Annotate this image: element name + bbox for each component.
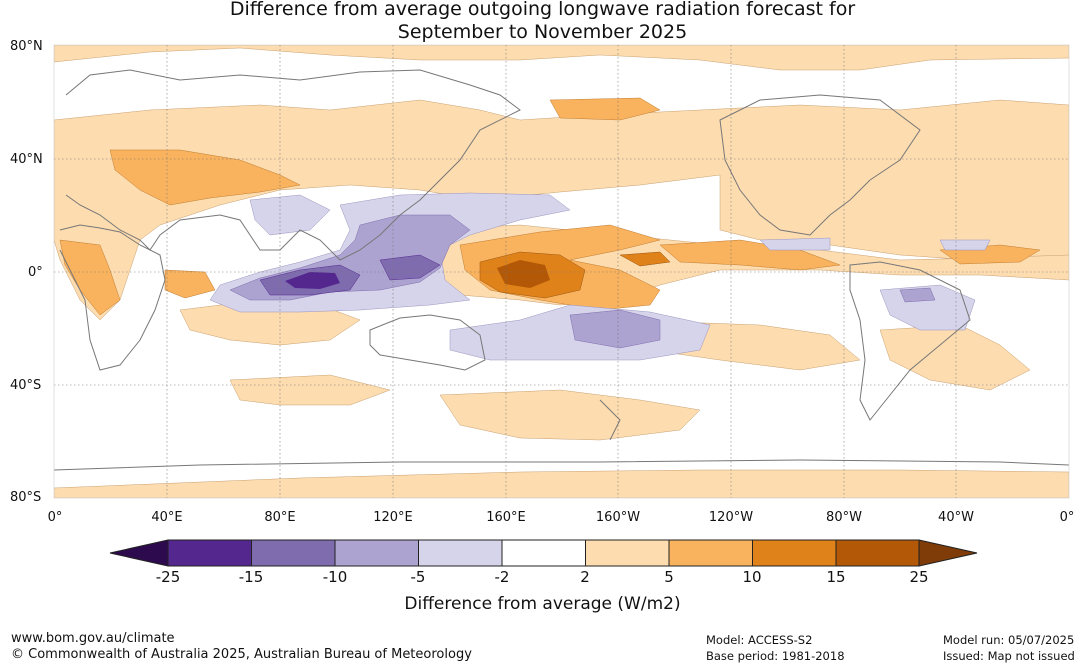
lon-label-40w: 40°W xyxy=(938,510,974,525)
coastlines xyxy=(54,69,1069,471)
colorbar-tick-label: -2 xyxy=(494,568,510,586)
lon-label-40e: 40°E xyxy=(151,510,183,525)
colorbar-swatch-9 xyxy=(835,539,920,567)
colorbar-tick-label: -10 xyxy=(322,568,348,586)
colorbar-tick-label: 10 xyxy=(742,568,762,586)
lon-label-160e: 160°E xyxy=(486,510,526,525)
lon-label-80w: 80°W xyxy=(826,510,862,525)
graticule xyxy=(54,45,1069,498)
lat-label-80n: 80°N xyxy=(10,39,43,54)
colorbar-swatch-5 xyxy=(501,539,586,567)
footer-base-period: Base period: 1981-2018 xyxy=(706,649,845,663)
colorbar-swatch-1 xyxy=(167,539,252,567)
colorbar-arrow-high xyxy=(918,539,978,567)
lat-label-equator: 0° xyxy=(28,265,43,280)
map-area xyxy=(54,45,1069,498)
lat-label-40n: 40°N xyxy=(10,152,43,167)
map-title-line-1: Difference from average outgoing longwav… xyxy=(229,0,856,20)
map-frame xyxy=(53,44,1070,499)
lon-label-120w: 120°W xyxy=(708,510,754,525)
colorbar-tick-label: -15 xyxy=(238,568,264,586)
colorbar-swatch-4 xyxy=(418,539,503,567)
lat-label-40s: 40°S xyxy=(10,378,42,393)
footer-url[interactable]: www.bom.gov.au/climate xyxy=(11,631,175,646)
colorbar-tick-label: 5 xyxy=(664,568,674,586)
colorbar-tick-label: 25 xyxy=(909,568,929,586)
anomaly-minus-25-to-minus-15-regions xyxy=(285,272,340,289)
footer-issued: Issued: Map not issued xyxy=(943,649,1075,663)
colorbar-tick-label: -5 xyxy=(410,568,426,586)
colorbar-swatch-3 xyxy=(334,539,419,567)
colorbar-swatch-6 xyxy=(585,539,670,567)
lon-label-120e: 120°E xyxy=(373,510,413,525)
lon-label-0-left: 0° xyxy=(47,510,63,525)
colorbar-swatch-7 xyxy=(668,539,753,567)
footer-model-run: Model run: 05/07/2025 xyxy=(943,633,1075,647)
colorbar xyxy=(109,539,978,567)
anomaly-15-to-25-regions xyxy=(497,260,550,288)
colorbar-swatch-8 xyxy=(752,539,837,567)
colorbar-arrow-low xyxy=(109,539,169,567)
footer-copyright: © Commonwealth of Australia 2025, Austra… xyxy=(11,647,472,662)
colorbar-tick-label: -25 xyxy=(155,568,181,586)
colorbar-tick-label: 15 xyxy=(826,568,846,586)
colorbar-tick-label: 2 xyxy=(580,568,590,586)
lon-label-0-right: 0° xyxy=(1059,510,1075,525)
lon-label-160w: 160°W xyxy=(595,510,641,525)
colorbar-title: Difference from average (W/m2) xyxy=(404,594,681,614)
colorbar-swatch-2 xyxy=(251,539,336,567)
lon-label-80e: 80°E xyxy=(264,510,296,525)
lat-label-80s: 80°S xyxy=(10,490,42,505)
footer-model: Model: ACCESS-S2 xyxy=(706,633,813,647)
map-title-line-2: September to November 2025 xyxy=(397,21,688,43)
